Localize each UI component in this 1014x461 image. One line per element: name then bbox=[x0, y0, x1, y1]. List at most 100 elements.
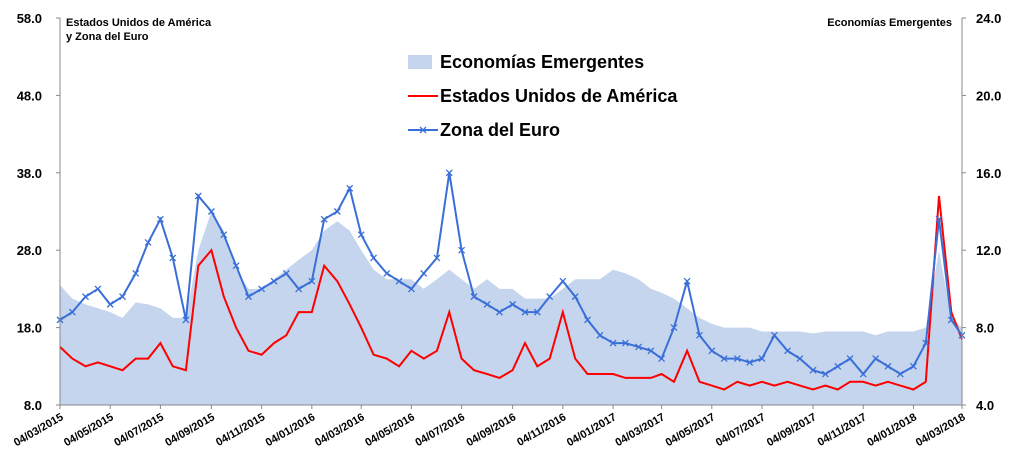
marker bbox=[496, 308, 503, 316]
marker bbox=[584, 316, 591, 324]
y2-tick-label: 4.0 bbox=[976, 398, 994, 413]
marker bbox=[182, 316, 190, 324]
marker bbox=[872, 355, 880, 363]
marker bbox=[708, 347, 716, 355]
y-tick-label: 38.0 bbox=[17, 166, 42, 181]
x-tick-label: 04/03/2015 bbox=[12, 411, 66, 449]
y2-tick-label: 8.0 bbox=[976, 321, 994, 336]
marker bbox=[784, 347, 791, 355]
y-tick-label: 58.0 bbox=[17, 11, 42, 26]
marker bbox=[909, 362, 917, 370]
marker bbox=[94, 285, 102, 293]
marker bbox=[533, 308, 541, 316]
marker bbox=[245, 293, 252, 301]
x-tick-label: 04/07/2016 bbox=[413, 411, 467, 449]
marker bbox=[683, 277, 691, 285]
x-tick-label: 04/05/2017 bbox=[664, 411, 718, 449]
x-tick-label: 04/01/2018 bbox=[865, 411, 919, 449]
y2-tick-label: 20.0 bbox=[976, 88, 1001, 103]
marker bbox=[420, 269, 428, 277]
x-tick-label: 04/03/2016 bbox=[313, 411, 367, 449]
x-tick-label: 04/01/2016 bbox=[264, 411, 318, 449]
marker bbox=[270, 277, 278, 285]
marker bbox=[106, 300, 114, 308]
marker bbox=[169, 254, 177, 262]
marker bbox=[696, 331, 703, 339]
x-tick-label: 04/09/2015 bbox=[163, 411, 217, 449]
legend-label: Economías Emergentes bbox=[440, 52, 644, 72]
marker bbox=[935, 215, 943, 223]
y-tick-label: 18.0 bbox=[17, 321, 42, 336]
y2-tick-label: 12.0 bbox=[976, 243, 1001, 258]
x-tick-label: 04/09/2016 bbox=[464, 411, 518, 449]
x-tick-label: 04/03/2017 bbox=[613, 411, 667, 449]
marker bbox=[370, 254, 378, 262]
marker bbox=[295, 285, 303, 293]
marker bbox=[809, 366, 817, 374]
marker bbox=[521, 308, 529, 316]
marker bbox=[470, 293, 478, 301]
marker bbox=[258, 285, 266, 293]
marker bbox=[770, 331, 778, 339]
marker bbox=[346, 184, 354, 192]
marker bbox=[119, 293, 127, 301]
x-tick-label: 04/09/2017 bbox=[765, 411, 819, 449]
x-tick-label: 04/07/2017 bbox=[714, 411, 768, 449]
marker bbox=[733, 355, 741, 363]
y2-tick-label: 16.0 bbox=[976, 166, 1001, 181]
marker bbox=[546, 293, 554, 301]
marker bbox=[846, 355, 854, 363]
marker bbox=[509, 300, 517, 308]
marker bbox=[947, 316, 955, 324]
marker bbox=[670, 324, 678, 332]
marker bbox=[596, 331, 604, 339]
legend-swatch bbox=[408, 55, 432, 69]
y-axis-label: Estados Unidos de América bbox=[66, 17, 212, 29]
marker bbox=[559, 277, 567, 285]
marker bbox=[834, 362, 842, 370]
marker bbox=[571, 293, 579, 301]
x-tick-label: 04/11/2016 bbox=[515, 411, 568, 449]
marker bbox=[433, 254, 441, 262]
y-tick-label: 48.0 bbox=[17, 88, 42, 103]
x-tick-label: 04/05/2016 bbox=[363, 411, 417, 449]
marker bbox=[621, 339, 629, 347]
y2-axis-label: Economías Emergentes bbox=[827, 17, 952, 29]
line bbox=[59, 195, 963, 391]
marker bbox=[458, 246, 466, 254]
x-tick-label: 04/07/2015 bbox=[112, 411, 166, 449]
marker bbox=[395, 277, 403, 285]
x-tick-label: 04/03/2018 bbox=[914, 411, 968, 449]
y-axis-label: y Zona del Euro bbox=[66, 31, 149, 43]
marker bbox=[483, 300, 491, 308]
marker bbox=[445, 169, 453, 177]
marker bbox=[207, 208, 215, 215]
marker bbox=[320, 215, 328, 223]
x-tick-label: 04/05/2015 bbox=[62, 411, 116, 449]
y-tick-label: 28.0 bbox=[17, 243, 42, 258]
marker bbox=[383, 269, 391, 277]
marker bbox=[282, 269, 290, 277]
marker bbox=[658, 355, 666, 363]
marker bbox=[884, 362, 892, 370]
marker bbox=[922, 339, 930, 347]
marker bbox=[746, 358, 754, 366]
marker bbox=[720, 355, 728, 363]
marker bbox=[635, 343, 643, 351]
marker bbox=[609, 339, 617, 347]
area bbox=[60, 211, 962, 405]
marker bbox=[821, 370, 829, 378]
marker bbox=[144, 239, 152, 246]
marker bbox=[647, 347, 655, 355]
marker bbox=[68, 308, 76, 316]
x-tick-label: 04/11/2015 bbox=[214, 411, 267, 449]
marker bbox=[232, 262, 240, 270]
marker bbox=[407, 285, 415, 293]
legend-label: Zona del Euro bbox=[440, 120, 560, 140]
marker bbox=[758, 355, 766, 363]
marker bbox=[132, 269, 140, 277]
y2-tick-label: 24.0 bbox=[976, 11, 1001, 26]
marker bbox=[308, 277, 316, 285]
x-tick-label: 04/01/2017 bbox=[565, 411, 619, 449]
legend-label: Estados Unidos de América bbox=[440, 86, 678, 106]
